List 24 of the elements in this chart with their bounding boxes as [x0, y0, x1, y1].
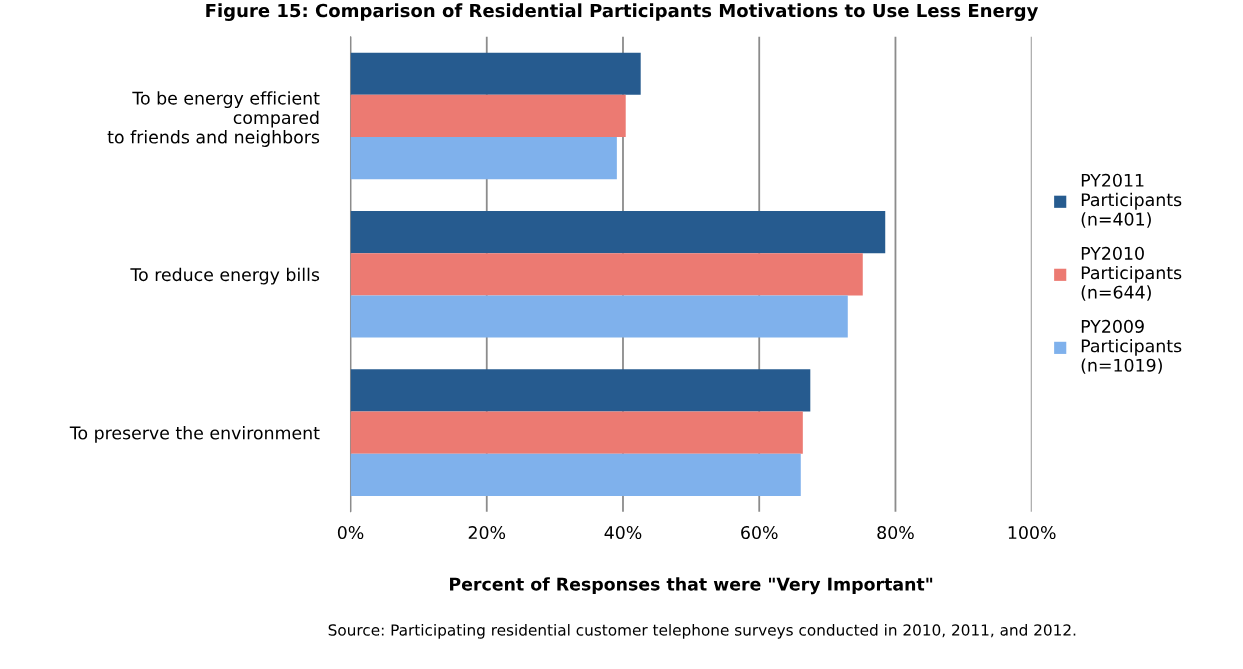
bar	[350, 52, 641, 95]
bar	[350, 137, 617, 180]
x-tick-label: 40%	[604, 525, 642, 540]
y-tick-label: To reduce energy bills	[130, 267, 320, 285]
bar	[350, 295, 848, 338]
legend-label: PY2010 Participants (n=644)	[1081, 246, 1182, 301]
x-tick-label: 80%	[877, 525, 914, 540]
bar	[350, 411, 803, 454]
bar	[350, 369, 811, 412]
bar	[350, 453, 801, 496]
x-tick-label: 100%	[1008, 525, 1056, 540]
x-tick-label: 60%	[741, 525, 778, 540]
legend-label: PY2011 Participants (n=401)	[1081, 173, 1182, 228]
bar	[350, 210, 886, 254]
bar	[350, 94, 626, 138]
x-axis-title: Percent of Responses that were "Very Important"	[450, 577, 933, 595]
legend-label: PY2009 Participants (n=1019)	[1081, 319, 1182, 374]
chart-title: Figure 15: Comparison of Residential Participants Motivations to Use Less Energy	[206, 3, 1039, 21]
x-tick-label: 20%	[468, 525, 506, 540]
bar	[350, 253, 863, 296]
y-tick-label: To be energy efficient compared to friends and neighbors	[107, 91, 320, 147]
x-tick-label: 0%	[337, 525, 364, 540]
source-note: Source: Participating residential customer telephone surveys conducted in 2010, 2011, and 2012.	[328, 623, 1076, 639]
y-tick-label: To preserve the environment	[69, 426, 320, 443]
